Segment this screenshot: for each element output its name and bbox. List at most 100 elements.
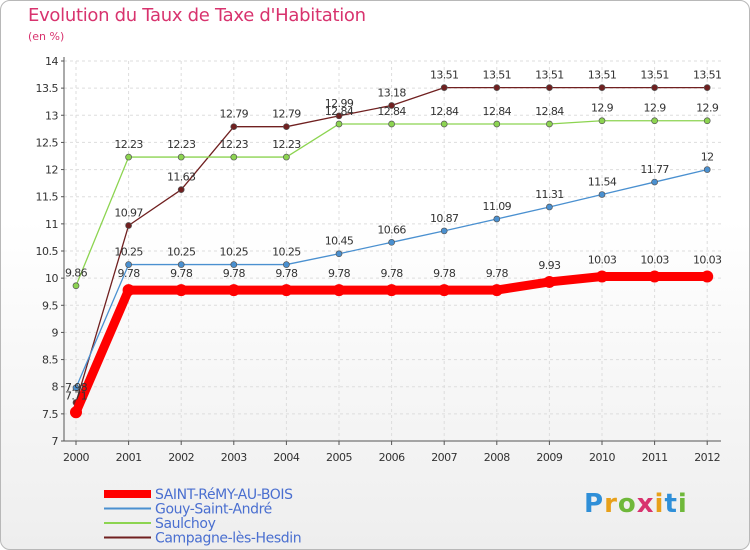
data-point — [598, 117, 606, 125]
data-label: 12.84 — [377, 105, 406, 118]
data-label: 13.51 — [588, 69, 617, 82]
series-3 — [72, 84, 711, 406]
data-point — [177, 261, 185, 268]
data-point — [493, 215, 501, 223]
x-tick-label: 2001 — [116, 451, 142, 464]
data-label: 9.78 — [118, 267, 141, 280]
data-point — [283, 261, 290, 268]
data-point — [440, 227, 448, 235]
data-point — [596, 270, 608, 283]
data-label: 12.84 — [535, 105, 564, 118]
data-point — [125, 153, 132, 161]
data-label: 13.51 — [535, 69, 564, 82]
y-tick-label: 10.5 — [36, 245, 59, 258]
data-label: 12.84 — [430, 105, 459, 118]
x-tick-label: 2009 — [536, 451, 562, 464]
data-label: 12.23 — [272, 138, 301, 151]
data-label: 12.9 — [591, 102, 614, 115]
y-tick-label: 13 — [45, 109, 58, 122]
data-point — [280, 284, 293, 297]
data-point — [283, 123, 290, 131]
legend-label: SAINT-RéMY-AU-BOIS — [155, 487, 293, 503]
proxiti-logo: Proxiti — [584, 489, 688, 519]
data-label: 12.9 — [696, 102, 719, 115]
data-label: 12 — [701, 151, 714, 164]
data-label: 9.78 — [275, 267, 298, 280]
data-point — [283, 153, 290, 161]
data-point — [175, 284, 188, 297]
series-2 — [72, 117, 711, 290]
data-label: 11.63 — [167, 171, 196, 184]
data-point — [230, 153, 238, 161]
data-point — [490, 284, 503, 297]
legend-label: Saulchoy — [155, 516, 216, 532]
data-label: 13.18 — [377, 87, 406, 100]
data-point — [598, 84, 606, 91]
data-label: 9.78 — [381, 267, 404, 280]
data-label: 12.23 — [167, 138, 196, 151]
data-point — [335, 112, 343, 120]
data-label: 10.03 — [693, 254, 722, 267]
data-label: 11.77 — [640, 163, 669, 176]
data-label: 10.25 — [272, 246, 301, 259]
data-label: 10.87 — [430, 212, 459, 225]
data-label: 10.25 — [114, 246, 143, 259]
y-tick-label: 8.5 — [42, 354, 58, 367]
data-point — [703, 84, 711, 91]
y-tick-label: 12.5 — [36, 136, 59, 149]
x-tick-label: 2006 — [379, 451, 405, 464]
data-point — [385, 284, 398, 297]
data-point — [72, 282, 80, 290]
data-point — [125, 222, 132, 229]
data-point — [493, 120, 501, 128]
legend-label: Campagne-lès-Hesdin — [155, 531, 301, 547]
data-point — [598, 191, 606, 198]
data-label: 13.51 — [430, 69, 459, 82]
y-tick-label: 10 — [45, 272, 58, 285]
x-tick-label: 2000 — [63, 451, 89, 464]
x-tick-label: 2007 — [431, 451, 457, 464]
data-label: 13.51 — [693, 69, 722, 82]
chart-unit-label: (en %) — [28, 30, 65, 43]
data-point — [440, 84, 448, 91]
data-label: 9.78 — [328, 267, 351, 280]
labels-series-0: 9.78 9.78 9.78 9.78 9.78 9.78 9.78 9.78 9.93 10.0… — [118, 254, 723, 281]
data-label: 12.79 — [220, 108, 249, 121]
data-point — [701, 270, 714, 283]
data-point — [227, 284, 240, 297]
data-label: 10.97 — [114, 206, 143, 219]
data-label: 12.79 — [272, 108, 301, 121]
series-0 — [70, 270, 714, 419]
data-point — [388, 102, 395, 109]
data-label: 12.99 — [325, 97, 354, 110]
y-tick-label: 9.5 — [42, 299, 58, 312]
data-point — [546, 120, 553, 128]
x-tick-label: 2002 — [168, 451, 194, 464]
data-point — [230, 261, 238, 268]
data-point — [648, 270, 661, 283]
data-label: 9.78 — [223, 267, 246, 280]
data-point — [335, 250, 343, 258]
y-tick-label: 9 — [52, 326, 59, 339]
data-point — [72, 384, 80, 392]
labels-series-2: 9.86 12.23 12.23 12.23 12.23 12.84 12.84 12.84 1… — [65, 102, 719, 280]
data-point — [230, 123, 238, 131]
data-point — [493, 84, 501, 91]
data-label: 11.09 — [483, 200, 512, 213]
series-1 — [72, 166, 711, 392]
data-label: 9.78 — [170, 267, 193, 280]
data-label: 7.71 — [65, 389, 87, 402]
data-point — [651, 117, 658, 125]
data-label: 9.78 — [486, 267, 509, 280]
y-tick-label: 7 — [52, 435, 59, 448]
data-label: 10.25 — [167, 246, 196, 259]
y-tick-label: 11 — [45, 218, 58, 231]
data-point — [177, 186, 185, 194]
x-tick-label: 2003 — [221, 451, 247, 464]
data-point — [70, 406, 82, 419]
data-label: 9.93 — [538, 259, 561, 272]
x-tick-label: 2005 — [326, 451, 352, 464]
data-label: 10.66 — [377, 223, 406, 236]
